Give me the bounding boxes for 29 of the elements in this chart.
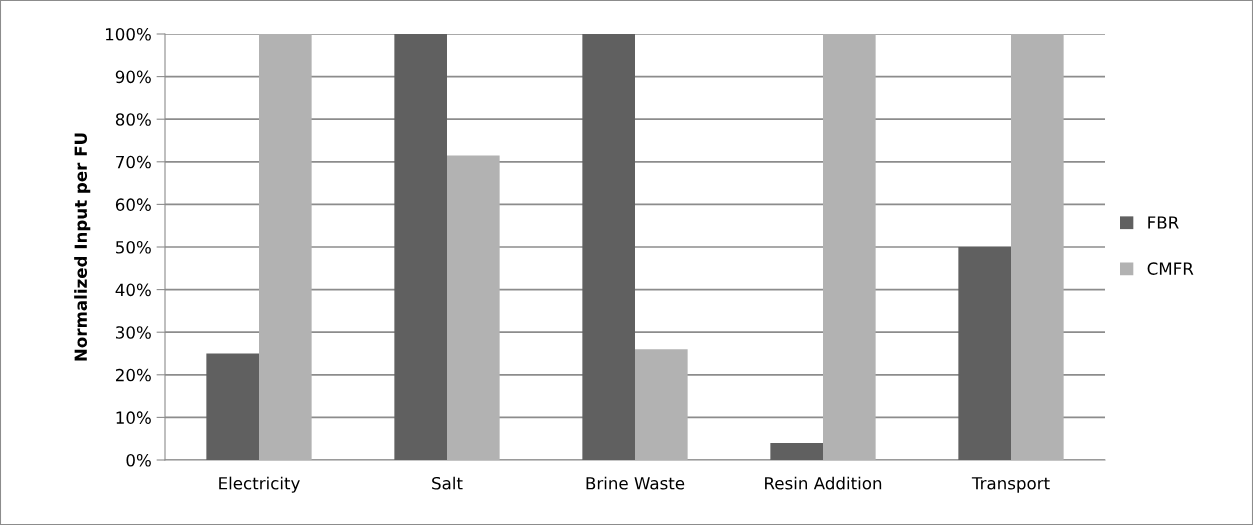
y-tick-label: 90% <box>115 70 151 84</box>
y-tick-label: 50% <box>116 240 151 254</box>
y-tick-label: 20% <box>115 368 151 382</box>
y-tick-label: 100% <box>105 27 151 41</box>
y-tick-label: 0% <box>126 453 151 467</box>
bar <box>447 155 500 460</box>
y-tick-label: 80% <box>115 113 151 126</box>
bar <box>823 34 876 460</box>
bar <box>394 34 447 460</box>
legend-label: FBR <box>1148 216 1179 229</box>
bar <box>770 442 823 460</box>
bar <box>259 34 312 460</box>
x-tick-label: Salt <box>432 476 463 490</box>
x-tick-label: Electricity <box>219 476 300 493</box>
y-tick-label: 10% <box>116 411 151 424</box>
bar <box>958 247 1011 460</box>
x-tick-label: Brine Waste <box>586 476 685 490</box>
y-tick-label: 30% <box>116 326 151 339</box>
x-tick-label: Transport <box>971 477 1050 493</box>
y-tick-label: 40% <box>115 283 151 297</box>
bar <box>1011 34 1064 460</box>
y-tick-label: 60% <box>115 198 151 211</box>
y-axis-title: Normalized Input per FU <box>74 133 91 361</box>
legend-label: CMFR <box>1147 262 1194 275</box>
y-tick-label: 70% <box>116 155 151 169</box>
bar <box>582 34 635 460</box>
bar <box>635 349 688 460</box>
bar <box>206 353 259 460</box>
x-tick-label: Resin Addition <box>765 476 882 490</box>
